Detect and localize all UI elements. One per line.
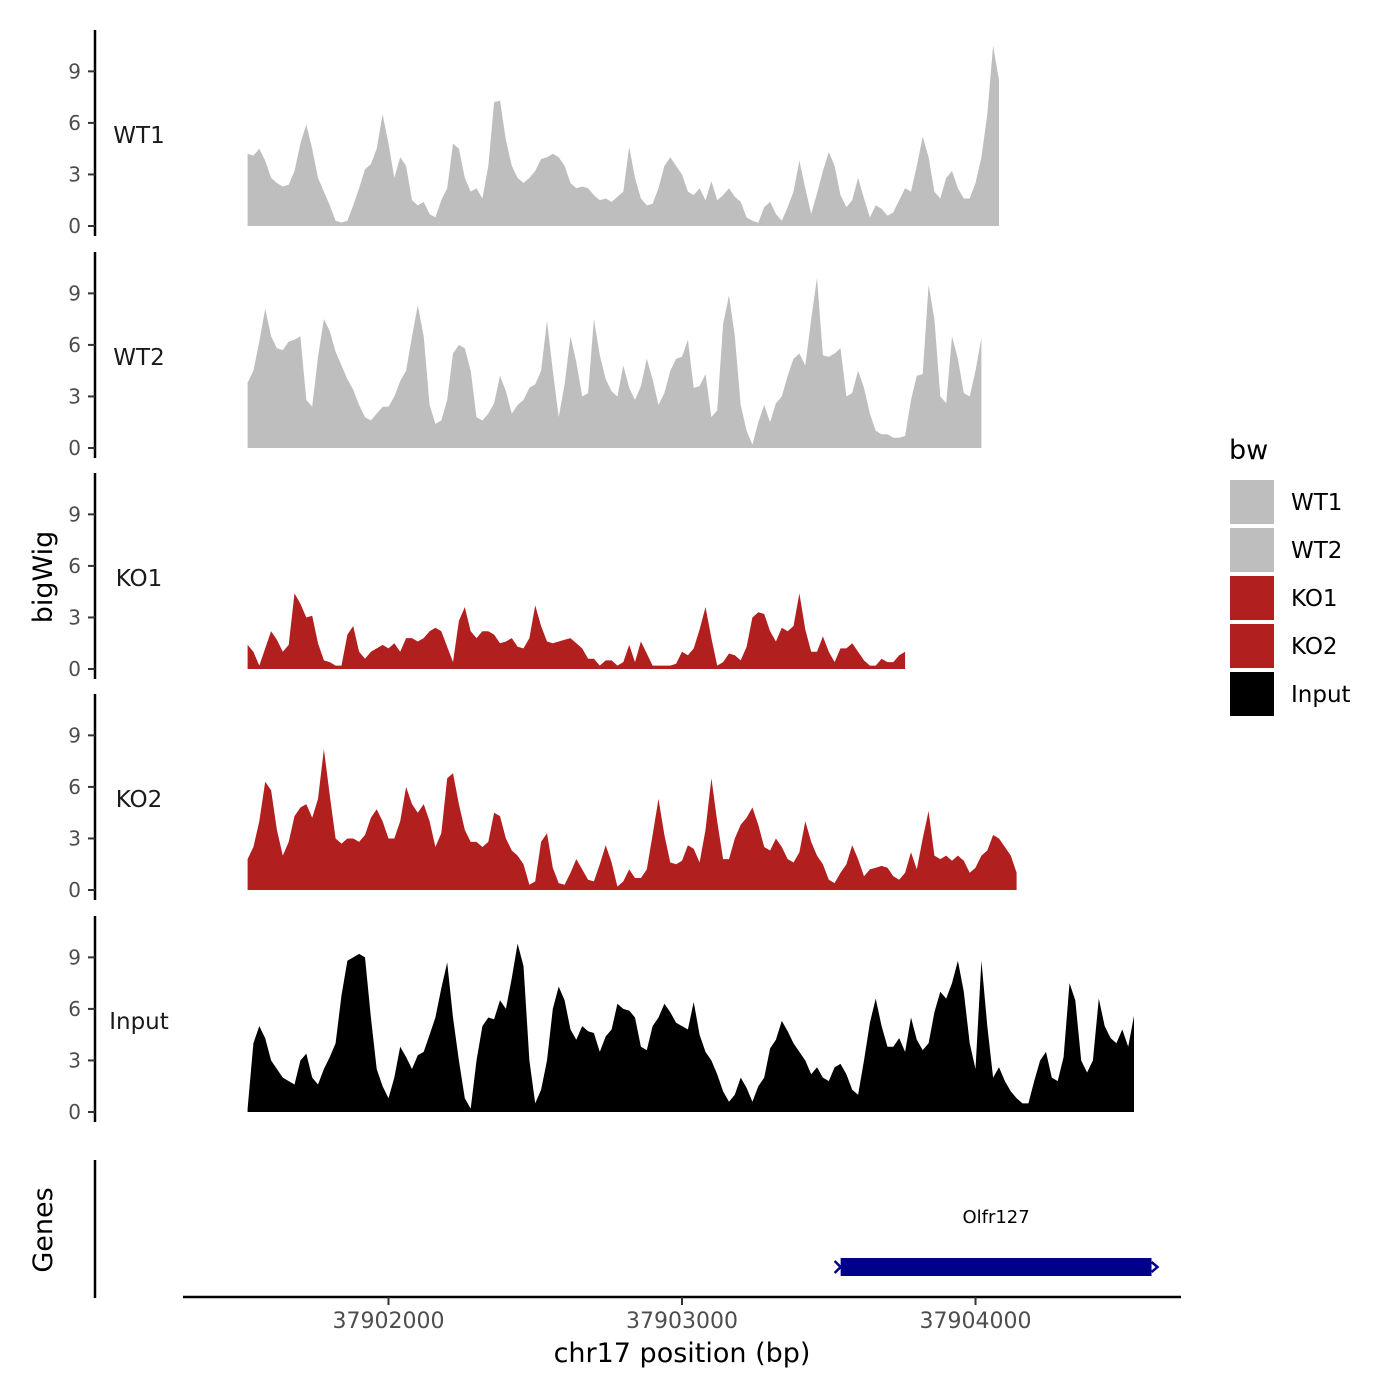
y-tick-label: 3 bbox=[68, 826, 81, 850]
track-label-wt1: WT1 bbox=[113, 123, 164, 149]
legend-key-ko2 bbox=[1230, 624, 1274, 668]
y-tick-label: 0 bbox=[68, 657, 81, 681]
legend-key-ko1 bbox=[1230, 576, 1274, 620]
legend-title: bw bbox=[1229, 435, 1268, 466]
y-tick-label: 0 bbox=[68, 214, 81, 238]
track-label-wt2: WT2 bbox=[113, 345, 164, 371]
legend-label-wt2: WT2 bbox=[1291, 538, 1342, 564]
track-label-ko1: KO1 bbox=[116, 566, 163, 592]
track-wt2: 0 3 6 9 bbox=[68, 252, 982, 460]
y-tick-label: 3 bbox=[68, 384, 81, 408]
legend-key-wt1 bbox=[1230, 480, 1274, 524]
gene-body bbox=[840, 1258, 1152, 1276]
track-label-ko2: KO2 bbox=[116, 787, 163, 813]
track-input: 0 3 6 9 bbox=[68, 916, 1135, 1124]
gene-label: Olfr127 bbox=[962, 1207, 1029, 1228]
y-tick-label: 6 bbox=[68, 775, 81, 799]
x-axis-title: chr17 position (bp) bbox=[554, 1338, 811, 1369]
legend: bw WT1 WT2 KO1 KO2 Input bbox=[1229, 435, 1351, 716]
y-tick-label: 9 bbox=[68, 59, 81, 83]
y-tick-label: 3 bbox=[68, 162, 81, 186]
y-tick-label: 0 bbox=[68, 436, 81, 460]
x-tick-label: 37902000 bbox=[332, 1309, 444, 1334]
coverage-area-ko1 bbox=[247, 593, 906, 669]
gene-end-marker bbox=[1150, 1261, 1160, 1273]
y-tick-label: 9 bbox=[68, 281, 81, 305]
track-label-input: Input bbox=[109, 1009, 169, 1035]
coverage-area-input bbox=[247, 943, 1135, 1112]
track-wt1: 0 3 6 9 bbox=[68, 30, 1000, 238]
labels-layer: WT1 WT2 KO1 KO2 Input bbox=[109, 123, 169, 1035]
y-axis-title-genes: Genes bbox=[28, 1187, 59, 1272]
y-tick-label: 9 bbox=[68, 945, 81, 969]
legend-label-input: Input bbox=[1291, 682, 1351, 708]
legend-label-wt1: WT1 bbox=[1291, 490, 1342, 516]
y-tick-label: 3 bbox=[68, 1048, 81, 1072]
coverage-area-wt1 bbox=[247, 45, 1000, 226]
coverage-area-ko2 bbox=[247, 749, 1017, 890]
y-tick-label: 0 bbox=[68, 878, 81, 902]
genes-panel: Olfr127 bbox=[93, 1160, 1160, 1298]
y-tick-label: 6 bbox=[68, 111, 81, 135]
y-axis-title-bigwig: bigWig bbox=[28, 531, 59, 624]
x-axis: 37902000 37903000 37904000 bbox=[183, 1295, 1181, 1334]
coverage-area-wt2 bbox=[247, 277, 982, 448]
gene-start-marker bbox=[833, 1260, 843, 1274]
tracks-layer: 0 3 6 9 0 3 6 9 0 3 6 9 0 3 6 9 0 3 6 9 bbox=[68, 30, 1135, 1124]
legend-label-ko1: KO1 bbox=[1291, 586, 1338, 612]
y-tick-label: 0 bbox=[68, 1100, 81, 1124]
x-tick-label: 37903000 bbox=[626, 1309, 738, 1334]
x-tick-label: 37904000 bbox=[920, 1309, 1032, 1334]
track-ko2: 0 3 6 9 bbox=[68, 694, 1017, 902]
y-tick-label: 3 bbox=[68, 605, 81, 629]
y-tick-label: 9 bbox=[68, 502, 81, 526]
y-tick-label: 6 bbox=[68, 997, 81, 1021]
y-tick-label: 6 bbox=[68, 333, 81, 357]
legend-label-ko2: KO2 bbox=[1291, 634, 1338, 660]
track-ko1: 0 3 6 9 bbox=[68, 473, 906, 681]
y-tick-label: 6 bbox=[68, 554, 81, 578]
legend-key-wt2 bbox=[1230, 528, 1274, 572]
y-tick-label: 9 bbox=[68, 723, 81, 747]
legend-key-input bbox=[1230, 672, 1274, 716]
